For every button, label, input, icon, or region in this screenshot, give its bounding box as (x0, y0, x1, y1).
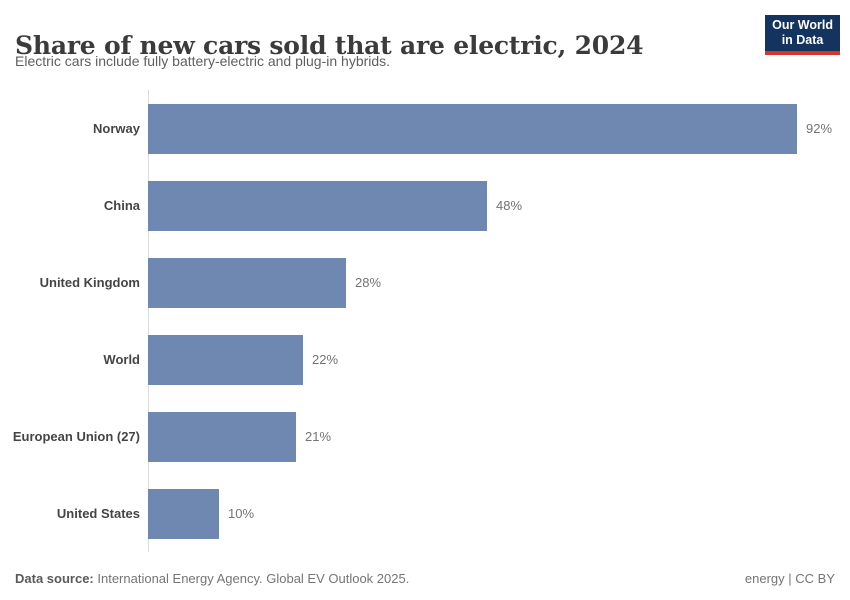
owid-logo-line1: Our World (772, 18, 833, 32)
chart-row: Norway 92% (0, 90, 850, 167)
value-label: 10% (228, 506, 255, 521)
value-label: 21% (305, 429, 332, 444)
chart-row: European Union (27) 21% (0, 398, 850, 475)
y-axis-line (148, 90, 149, 552)
data-source: Data source: International Energy Agency… (15, 571, 409, 586)
page-title: Share of new cars sold that are electric… (15, 30, 644, 60)
entity-label: World (103, 352, 140, 367)
bar[interactable] (148, 257, 346, 308)
entity-label: United Kingdom (39, 275, 140, 290)
chart-row: United Kingdom 28% (0, 244, 850, 321)
page-subtitle: Electric cars include fully battery-elec… (15, 53, 391, 69)
chart-row: China 48% (0, 167, 850, 244)
value-label: 92% (806, 121, 833, 136)
bar[interactable] (148, 103, 797, 154)
value-label: 22% (312, 352, 339, 367)
data-source-label: Data source: (15, 571, 94, 586)
owid-logo[interactable]: Our World in Data (765, 15, 840, 55)
entity-label: China (103, 198, 140, 213)
data-source-text: International Energy Agency. Global EV O… (93, 571, 410, 586)
owid-logo-line2: in Data (781, 33, 824, 47)
license-note: energy | CC BY (744, 571, 835, 586)
entity-label: United States (56, 506, 140, 521)
bar-chart: Norway 92% China 48% United Kingdom 28% World 2… (0, 90, 850, 552)
bar[interactable] (148, 488, 219, 539)
bar[interactable] (148, 411, 296, 462)
value-label: 48% (496, 198, 523, 213)
bar[interactable] (148, 180, 487, 231)
entity-label: European Union (27) (12, 429, 140, 444)
value-label: 28% (355, 275, 382, 290)
bar[interactable] (148, 334, 303, 385)
chart-footer: Data source: International Energy Agency… (15, 571, 835, 586)
chart-row: World 22% (0, 321, 850, 398)
chart-row: United States 10% (0, 475, 850, 552)
entity-label: Norway (93, 121, 140, 136)
